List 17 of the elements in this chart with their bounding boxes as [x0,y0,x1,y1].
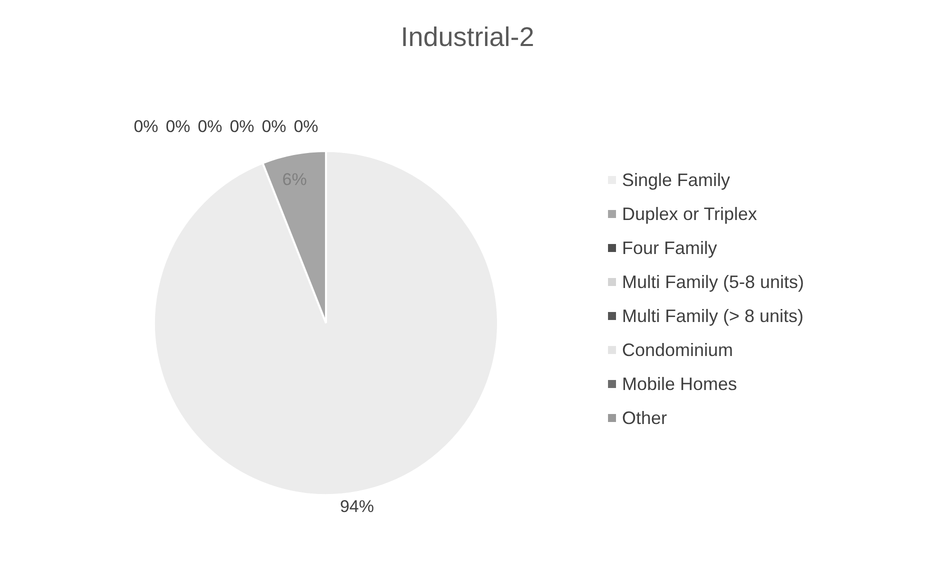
legend-label: Multi Family (> 8 units) [622,306,804,326]
data-label: 94% [340,497,374,516]
chart-title: Industrial-2 [400,22,536,53]
text: 0% [294,117,318,136]
legend-label: Multi Family (5-8 units) [622,272,804,292]
legend-label: Four Family [622,238,718,258]
text: 0% [166,117,190,136]
legend-label: Mobile Homes [622,374,738,394]
text: 0% [262,117,286,136]
legend-label: Single Family [622,170,730,190]
legend-label: Other [622,408,668,428]
legend-label: Condominium [622,340,734,360]
text: 0% [134,117,158,136]
legend-label: Duplex or Triplex [622,204,758,224]
text: 0% [198,117,222,136]
pie-slice [153,150,499,496]
text: 0% [230,117,254,136]
